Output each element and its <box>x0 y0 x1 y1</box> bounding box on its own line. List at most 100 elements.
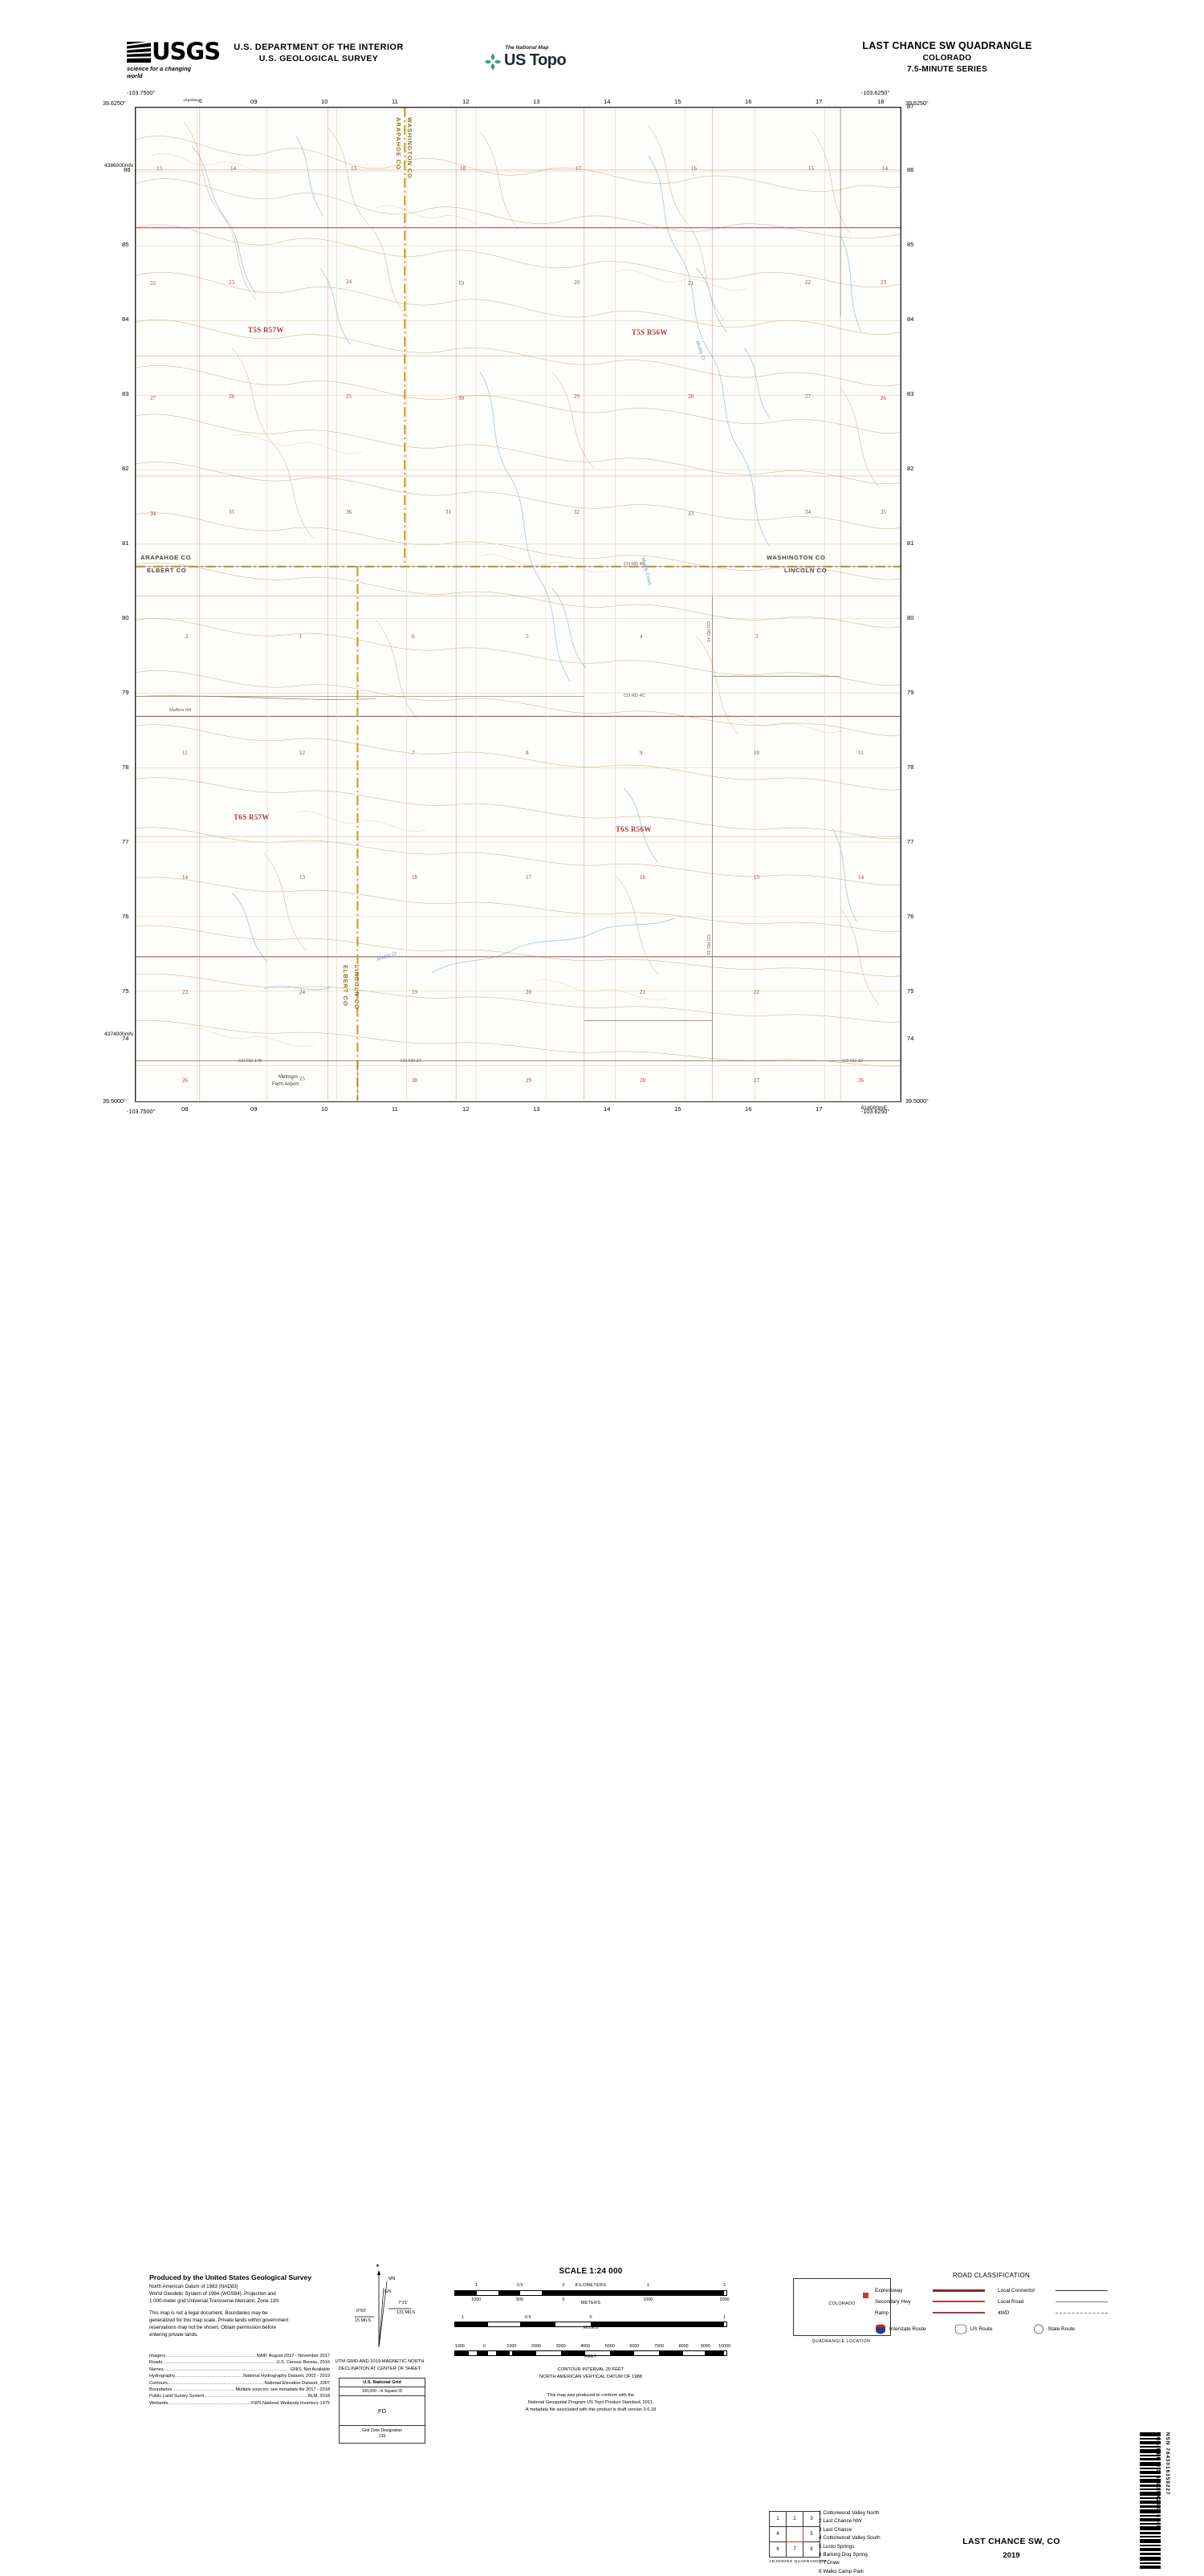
utm-tick-right: 75 <box>907 987 914 995</box>
section-number: 14 <box>882 165 888 172</box>
section-number: 27 <box>754 1077 759 1084</box>
ft-tick: 1000 <box>506 2344 517 2349</box>
legend-label: 4WD <box>998 2309 1010 2316</box>
leader-dots: ........................................… <box>167 2380 265 2386</box>
source-row: Public Land Survey System...............… <box>149 2393 330 2399</box>
section-number: 13 <box>299 874 305 881</box>
adjoining-cell: 4 <box>769 2526 787 2542</box>
ft-tick: 10000 <box>718 2344 731 2349</box>
utm-tick-bottom: 10 <box>321 1105 328 1113</box>
section-number: 25 <box>299 1076 305 1082</box>
legend-label: Expressway <box>875 2287 903 2293</box>
usng-grid-zone-label: Grid Zone Designation <box>361 2428 403 2433</box>
section-number: 2 <box>185 633 189 640</box>
adjoining-cell: 3 <box>803 2511 820 2527</box>
source-value: National Hydrography Dataset, 2002 - 201… <box>243 2374 330 2379</box>
legend-us-route: US Route <box>954 2324 1029 2334</box>
county-label-lincoln: LINCOLN CO <box>784 567 828 574</box>
utm-tick-top: 09 <box>250 98 258 105</box>
legend-label: US Route <box>970 2326 993 2332</box>
section-number: 30 <box>412 1077 417 1084</box>
section-number: 26 <box>858 1077 864 1084</box>
legend-row-expressway: Expressway <box>875 2285 985 2296</box>
declination-diagram: ★ MN GN 0°50' 15 MILS 7°21' 131 MILS <box>347 2264 416 2354</box>
utm-tick-bottom: 11 <box>392 1105 398 1113</box>
section-number: 23 <box>182 989 188 995</box>
us-topo-logo: The National Map US Topo <box>482 45 578 75</box>
township-label-t6s-r56w: T6S R56W <box>616 825 652 833</box>
adjoining-list-item: 8 Walks Camp Park <box>819 2568 864 2574</box>
four-wheel-drive-line-swatch <box>1056 2312 1108 2314</box>
road-label-co-rd-4c: CO RD 4C <box>624 694 645 698</box>
section-number: 25 <box>346 393 352 400</box>
ft-tick: 0 <box>482 2344 486 2349</box>
utm-grid <box>136 108 901 1101</box>
section-number: 26 <box>881 395 886 401</box>
poi-label-metrogro-2: Farm Airport <box>272 1082 299 1087</box>
section-number: 16 <box>640 874 645 881</box>
ft-tick: 2000 <box>531 2344 541 2349</box>
source-name: Hydrography <box>149 2374 176 2379</box>
source-name: Public Land Survey System <box>149 2394 205 2399</box>
adjoining-cell: 2 <box>786 2511 803 2527</box>
utm-tick-right: 87 <box>907 103 914 110</box>
declination-note-line1: UTM GRID AND 2019 MAGNETIC NORTH <box>335 2359 425 2364</box>
adjoining-cell: 7 <box>786 2541 803 2558</box>
corner-nw-lon: -103.7500° <box>127 89 156 96</box>
utm-tick-left: 80 <box>122 614 129 621</box>
utm-tick-right: 82 <box>907 465 914 472</box>
utm-top-last: 618000mE <box>861 1105 887 1111</box>
section-number: 34 <box>150 511 156 517</box>
township-label-t5s-r57w: T5S R57W <box>248 326 284 334</box>
barcode-block: NGA REF NO. USGSX24K2504E NSN 7643016359… <box>1140 2432 1180 2569</box>
contour-interval: CONTOUR INTERVAL 20 FEET <box>557 2367 624 2372</box>
legend-interstate-route: Interstate Route <box>875 2324 950 2334</box>
map-area[interactable]: -103.7500° 39.6250° -103.6250° 39.6250° … <box>103 89 929 1115</box>
county-label-washington-vertical: WASHINGTON CO <box>406 117 413 179</box>
expressway-line-swatch <box>933 2289 985 2292</box>
mi-unit-label: MILES <box>583 2326 599 2330</box>
utm-tick-top: 11 <box>392 98 398 105</box>
adjoining-list-item: 7 T Draw <box>819 2560 840 2566</box>
national-map-pinwheel-icon <box>485 54 501 70</box>
vertical-datum: NORTH AMERICAN VERTICAL DATUM OF 1988 <box>539 2375 642 2380</box>
utm-tick-top: 15 <box>674 98 681 105</box>
utm-tick-top: 10 <box>321 98 328 105</box>
mi-tick: 0.5 <box>525 2315 531 2320</box>
datum-line2: World Geodetic System of 1984 (WGS84). P… <box>149 2290 276 2297</box>
map-frame[interactable]: T5S R57W T5S R56W T6S R57W T6S R56W ARAP… <box>135 107 901 1102</box>
ft-tick: 9000 <box>700 2344 710 2349</box>
declination-left-angle: 0°50' <box>356 2309 367 2314</box>
sheet-year: 2019 <box>1003 2551 1020 2560</box>
section-number: 21 <box>688 280 694 287</box>
department-line2: U.S. GEOLOGICAL SURVEY <box>258 54 379 63</box>
usng-grid-zone-value: 13S <box>378 2434 386 2439</box>
source-name: Boundaries <box>149 2387 173 2392</box>
km-bar <box>454 2290 727 2296</box>
topographic-map-canvas[interactable] <box>136 108 901 1101</box>
source-row: Contours................................… <box>149 2380 330 2387</box>
adjoining-list-item: 3 Last Chance <box>819 2526 852 2533</box>
legend-row-secondary-hwy: Secondary Hwy <box>875 2296 985 2307</box>
section-number: 29 <box>574 393 580 400</box>
source-value: FWS National Wetlands Inventory 1975 <box>251 2400 330 2406</box>
km-unit-label: KILOMETERS <box>575 2283 607 2288</box>
ft-tick: 1000 <box>454 2344 465 2349</box>
section-number: 15 <box>754 874 759 881</box>
us-route-shield-icon <box>954 2324 967 2334</box>
section-number: 35 <box>881 509 886 515</box>
section-number: 15 <box>808 165 814 172</box>
ft-tick: 3000 <box>555 2344 566 2349</box>
utm-tick-right: 79 <box>907 689 914 696</box>
road-label-co-rd-32: CO RD 32 <box>842 1059 863 1064</box>
source-value: BLM, 2018 <box>307 2394 330 2399</box>
scale-title: SCALE 1:24 000 <box>559 2267 623 2276</box>
utm-tick-right: 76 <box>907 913 914 920</box>
utm-tick-top: 12 <box>462 98 470 105</box>
section-number: 26 <box>182 1077 188 1084</box>
source-row: Roads...................................… <box>149 2359 330 2366</box>
section-number: 24 <box>346 279 352 285</box>
utm-tick-left: 84 <box>122 315 129 323</box>
road-label-muffers-rd: Muffers Rd <box>169 708 192 713</box>
road-label-co-rd-42: CO RD 42 <box>705 621 710 642</box>
